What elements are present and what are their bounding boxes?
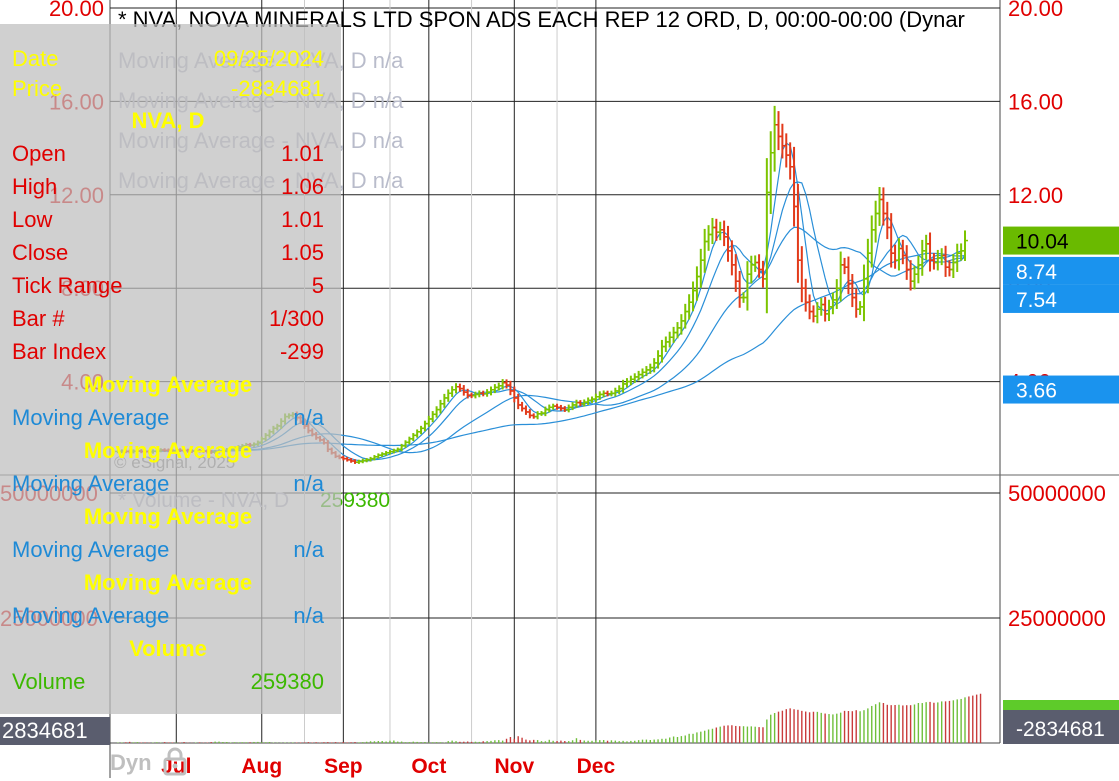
ohlc-row-5: Bar # 1/300 xyxy=(12,305,324,333)
ohlc-row-1: High 1.06 xyxy=(12,173,324,201)
volume-tag-strip xyxy=(1003,700,1119,710)
price-tick-label-2: 12.00 xyxy=(1008,183,1063,208)
ohlc-value-2: 1.01 xyxy=(281,207,324,232)
ohlc-row-0: Open 1.01 xyxy=(12,140,324,168)
x-tick-label-3: Oct xyxy=(411,755,446,778)
ma-value-2: n/a xyxy=(293,471,324,496)
ohlc-value-0: 1.01 xyxy=(281,141,324,166)
ohlc-value-5: 1/300 xyxy=(268,306,324,331)
price-tag-2: 7.54 xyxy=(1016,289,1057,312)
ma-value-4: n/a xyxy=(293,603,324,628)
ma-value-3: n/a xyxy=(293,537,324,562)
volume-value: 259380 xyxy=(250,669,324,694)
volume-heading: Volume xyxy=(129,636,207,661)
ma-row-2: Moving Average n/a xyxy=(12,470,324,498)
volume-tick-label-0: 50000000 xyxy=(1008,481,1106,506)
ohlc-label-0: Open xyxy=(12,141,66,166)
ohlc-value-1: 1.06 xyxy=(281,174,324,199)
ma-heading-1: Moving Average xyxy=(83,372,253,397)
price-tag-1: 8.74 xyxy=(1016,261,1057,284)
volume-row: Volume 259380 xyxy=(12,668,324,696)
price-tag-bg-3 xyxy=(1003,375,1119,404)
price-tick-label-0: 20.00 xyxy=(1008,0,1063,21)
ma-heading-2: Moving Average xyxy=(83,438,253,463)
ma-label-3: Moving Average xyxy=(12,537,170,562)
x-tick-label-2: Sep xyxy=(324,755,363,778)
ohlc-label-4: Tick Range xyxy=(12,273,123,298)
x-tick-label-1: Aug xyxy=(241,755,282,778)
ohlc-row-2: Low 1.01 xyxy=(12,206,324,234)
ma-heading-4: Moving Average xyxy=(83,570,253,595)
price-label: Price xyxy=(12,76,63,101)
price-tag-bg-1 xyxy=(1003,256,1119,285)
ma-label-2: Moving Average xyxy=(12,471,170,496)
ma-row-1: Moving Average n/a xyxy=(12,404,324,432)
ohlc-label-1: High xyxy=(12,174,58,199)
lock-icon[interactable] xyxy=(162,746,188,781)
price-tag-bg-0 xyxy=(1003,226,1119,255)
symbol-heading: NVA, D xyxy=(131,108,205,133)
price-tag-3: 3.66 xyxy=(1016,380,1057,403)
ohlc-value-3: 1.05 xyxy=(281,240,324,265)
volume-tick-label-1: 25000000 xyxy=(1008,606,1106,631)
ohlc-label-5: Bar # xyxy=(12,306,65,331)
x-tick-label-4: Nov xyxy=(494,755,534,778)
price-value: -2834681 xyxy=(231,76,324,101)
ma-row-4: Moving Average n/a xyxy=(12,602,324,630)
ohlc-row-3: Close 1.05 xyxy=(12,239,324,267)
ohlc-row-6: Bar Index -299 xyxy=(12,338,324,366)
ma-label-4: Moving Average xyxy=(12,603,170,628)
bottom-left-value-tag: 2834681 xyxy=(0,717,110,745)
ma-row-3: Moving Average n/a xyxy=(12,536,324,564)
ma-heading-3: Moving Average xyxy=(83,504,253,529)
price-tick-left-0: 20.00 xyxy=(49,0,104,21)
ohlc-label-2: Low xyxy=(12,207,53,232)
price-tick-label-1: 16.00 xyxy=(1008,89,1063,114)
date-label: Date xyxy=(12,46,59,71)
date-value: 09/25/2024 xyxy=(213,46,324,71)
ohlc-value-4: 5 xyxy=(311,273,324,298)
price-tag-0: 10.04 xyxy=(1016,231,1069,254)
data-window-panel: Date 09/25/2024 Price -2834681 NVA, D Op… xyxy=(0,24,341,714)
ohlc-row-4: Tick Range 5 xyxy=(12,272,324,300)
ohlc-label-3: Close xyxy=(12,240,69,265)
price-row: Price -2834681 xyxy=(12,75,324,103)
ma-label-1: Moving Average xyxy=(12,405,170,430)
ma-value-1: n/a xyxy=(293,405,324,430)
volume-label: Volume xyxy=(12,669,86,694)
volume-tag-bg xyxy=(1003,710,1119,744)
dynamic-label[interactable]: Dyn xyxy=(110,750,152,775)
date-row: Date 09/25/2024 xyxy=(12,45,324,73)
ohlc-value-6: -299 xyxy=(279,339,324,364)
volume-tag: -2834681 xyxy=(1016,718,1105,741)
x-tick-label-5: Dec xyxy=(577,755,616,778)
ohlc-label-6: Bar Index xyxy=(12,339,107,364)
price-tag-bg-2 xyxy=(1003,284,1119,313)
